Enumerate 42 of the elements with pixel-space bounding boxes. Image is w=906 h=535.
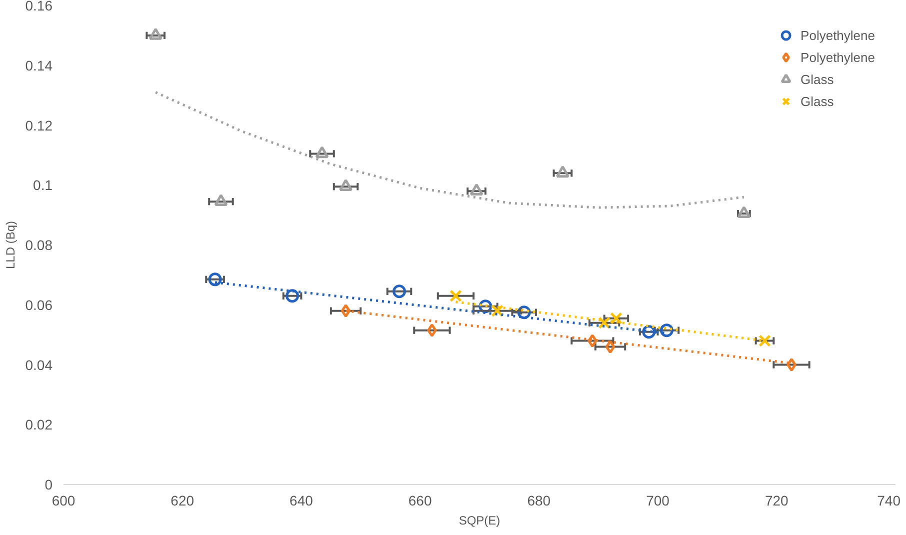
legend-label: Polyethylene xyxy=(800,28,875,42)
point xyxy=(340,304,351,318)
point xyxy=(786,358,796,372)
y-tick-label: 0.08 xyxy=(25,237,53,253)
line-series xyxy=(154,91,746,209)
point xyxy=(605,340,616,354)
x-tick-label: 600 xyxy=(52,492,76,508)
y-tick-label: 0.04 xyxy=(25,356,53,373)
point xyxy=(470,184,484,196)
legend-label: Polyethylene xyxy=(800,50,875,64)
y-tick-label: 0.16 xyxy=(25,0,53,14)
point xyxy=(148,28,162,40)
legend-label: Glass xyxy=(800,72,834,86)
x-axis-title: SQP(E) xyxy=(458,514,500,528)
point xyxy=(286,289,300,303)
y-tick-label: 0.1 xyxy=(33,177,53,194)
y-tick-label: 0.06 xyxy=(25,296,53,313)
point xyxy=(339,179,353,192)
y-tick-label: 0.12 xyxy=(25,117,53,134)
point xyxy=(208,272,222,286)
y-axis-title: LLD (Bq) xyxy=(3,220,18,270)
point xyxy=(427,324,437,338)
y-tick-label: 0 xyxy=(44,476,53,492)
y-tick-label: 0.14 xyxy=(25,57,53,74)
x-tick-label: 640 xyxy=(290,492,314,508)
x-tick-label: 700 xyxy=(646,492,670,508)
x-tick-label: 740 xyxy=(877,492,901,508)
x-tick-label: 660 xyxy=(408,492,432,508)
x-tick-label: 720 xyxy=(764,492,789,508)
point xyxy=(758,334,771,347)
point xyxy=(450,290,462,302)
point xyxy=(737,206,751,218)
point xyxy=(214,194,228,206)
point xyxy=(660,324,674,338)
point xyxy=(588,334,598,348)
point xyxy=(392,284,406,298)
legend-label: Glass xyxy=(800,94,834,108)
y-tick-label: 0.02 xyxy=(25,416,53,433)
x-tick-label: 620 xyxy=(170,492,194,508)
point xyxy=(315,146,329,158)
x-tick-label: 680 xyxy=(527,492,551,508)
point xyxy=(556,166,570,178)
